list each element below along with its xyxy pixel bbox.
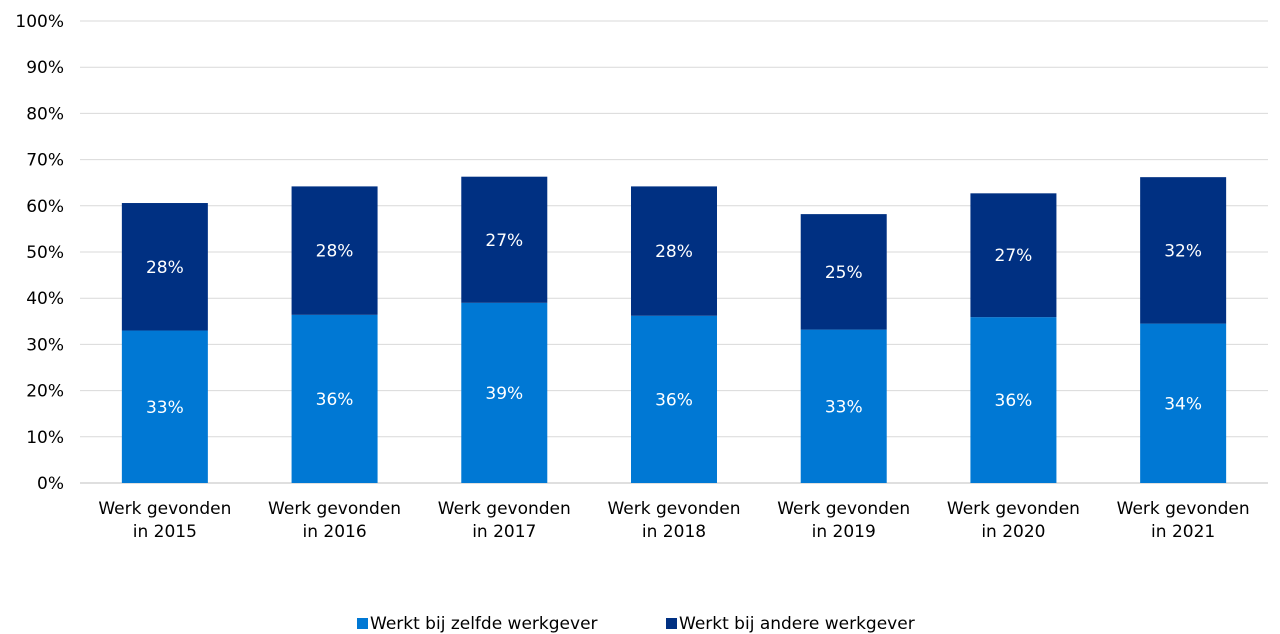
x-axis-labels: Werk gevonden in 2015 Werk gevonden in 2016… <box>98 499 1249 542</box>
y-axis-ticks: 0% 10% 20% 30% 40% 50% 60% 70% 80% 90% 100% <box>15 12 64 494</box>
legend: Werkt bij zelfde werkgever Werkt bij ande… <box>357 614 915 634</box>
x-category-label: in 2021 <box>1151 522 1215 542</box>
bar-andere-werkgever <box>1140 177 1227 324</box>
data-label: 36% <box>995 391 1033 411</box>
data-label: 28% <box>146 258 184 278</box>
legend-swatch <box>666 618 677 629</box>
bar-andere-werkgever <box>800 214 887 330</box>
bar-zelfde-werkgever <box>631 315 717 483</box>
x-category-label: Werk gevonden <box>1117 499 1250 519</box>
bar-zelfde-werkgever <box>461 302 548 483</box>
y-tick-label: 40% <box>26 289 64 309</box>
data-label: 39% <box>485 384 523 404</box>
data-label: 25% <box>825 263 863 283</box>
y-tick-label: 20% <box>26 382 64 402</box>
y-tick-label: 70% <box>26 151 64 171</box>
data-label: 33% <box>146 398 184 418</box>
x-category-label: in 2018 <box>642 522 706 542</box>
bar-zelfde-werkgever <box>800 329 887 483</box>
data-label: 28% <box>316 242 354 262</box>
x-category-label: Werk gevonden <box>777 499 910 519</box>
y-tick-label: 80% <box>26 104 64 124</box>
x-category-label: in 2019 <box>812 522 876 542</box>
data-label: 36% <box>316 390 354 410</box>
x-category-label: Werk gevonden <box>98 499 231 519</box>
x-category-label: Werk gevonden <box>607 499 740 519</box>
bar-zelfde-werkgever <box>121 330 208 483</box>
y-tick-label: 100% <box>15 12 64 32</box>
data-label: 28% <box>655 242 693 262</box>
y-tick-label: 30% <box>26 335 64 355</box>
bar-andere-werkgever <box>121 203 208 331</box>
bar-zelfde-werkgever <box>291 314 378 483</box>
bars <box>121 176 1227 483</box>
legend-label: Werkt bij zelfde werkgever <box>370 614 598 634</box>
bar-zelfde-werkgever <box>1140 323 1227 483</box>
data-label: 33% <box>825 397 863 417</box>
y-tick-label: 60% <box>26 197 64 217</box>
data-label: 34% <box>1164 394 1202 414</box>
x-category-label: in 2020 <box>981 522 1045 542</box>
bar-andere-werkgever <box>631 186 717 316</box>
data-labels: 33% 28% 36% 28% 39% 27% 36% 28% 33% 25% 36% 27% 34% 3… <box>146 231 1202 418</box>
bar-andere-werkgever <box>291 186 378 315</box>
legend-label: Werkt bij andere werkgever <box>679 614 915 634</box>
x-category-label: in 2015 <box>133 522 197 542</box>
data-label: 27% <box>485 231 523 251</box>
y-tick-label: 10% <box>26 428 64 448</box>
y-tick-label: 50% <box>26 243 64 263</box>
y-tick-label: 90% <box>26 58 64 78</box>
x-category-label: in 2016 <box>302 522 366 542</box>
data-label: 27% <box>995 246 1033 266</box>
legend-swatch <box>357 618 368 629</box>
x-category-label: Werk gevonden <box>947 499 1080 519</box>
bar-andere-werkgever <box>461 176 548 303</box>
bar-andere-werkgever <box>970 193 1057 318</box>
x-category-label: Werk gevonden <box>438 499 571 519</box>
y-tick-label: 0% <box>37 474 64 494</box>
data-label: 32% <box>1164 241 1202 261</box>
data-label: 36% <box>655 390 693 410</box>
x-category-label: in 2017 <box>472 522 536 542</box>
x-category-label: Werk gevonden <box>268 499 401 519</box>
bar-zelfde-werkgever <box>970 317 1057 483</box>
